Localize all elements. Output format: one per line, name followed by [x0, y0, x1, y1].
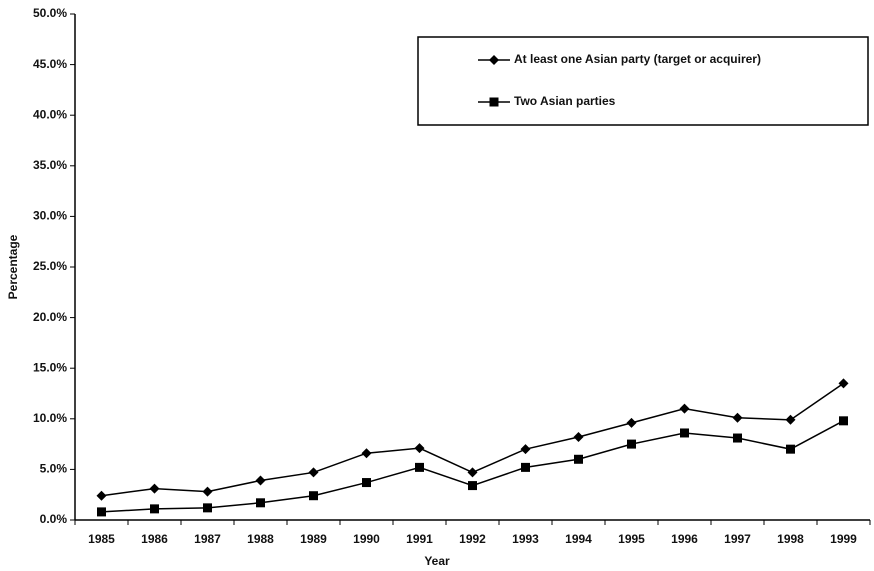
marker-square [97, 507, 106, 517]
y-tick-label: 5.0% [40, 462, 68, 476]
marker-square [521, 462, 530, 472]
marker-square [839, 416, 848, 426]
marker-diamond [838, 378, 849, 389]
marker-square [309, 491, 318, 501]
y-tick-label: 20.0% [33, 310, 67, 324]
y-tick-label: 50.0% [33, 6, 67, 20]
marker-square [574, 454, 583, 464]
marker-diamond [308, 467, 319, 478]
marker-square [415, 462, 424, 472]
marker-square [150, 504, 159, 514]
marker-square [627, 439, 636, 449]
marker-diamond [255, 475, 266, 486]
y-tick-label: 0.0% [40, 512, 68, 526]
marker-diamond [732, 412, 743, 423]
y-tick-label: 40.0% [33, 107, 67, 121]
marker-square [680, 428, 689, 438]
x-tick-label: 1991 [406, 532, 433, 546]
marker-square [489, 97, 499, 107]
marker-square [468, 481, 477, 491]
marker-diamond [414, 443, 425, 454]
marker-square [256, 498, 265, 508]
x-tick-label: 1990 [353, 532, 380, 546]
marker-diamond [520, 444, 531, 455]
y-tick-label: 45.0% [33, 57, 67, 71]
legend-box [417, 36, 869, 126]
x-tick-label: 1994 [565, 532, 592, 546]
x-tick-label: 1985 [88, 532, 115, 546]
marker-square [362, 478, 371, 488]
y-tick-label: 30.0% [33, 209, 67, 223]
y-tick-label: 25.0% [33, 259, 67, 273]
x-tick-label: 1997 [724, 532, 751, 546]
marker-diamond [361, 448, 372, 459]
x-tick-label: 1986 [141, 532, 168, 546]
marker-diamond [202, 486, 213, 497]
marker-diamond [489, 55, 499, 65]
marker-square [733, 433, 742, 443]
legend-label: At least one Asian party (target or acqu… [514, 52, 761, 66]
marker-diamond [467, 467, 478, 478]
legend-label: Two Asian parties [514, 94, 616, 108]
y-tick-label: 15.0% [33, 360, 67, 374]
x-tick-label: 1992 [459, 532, 486, 546]
x-tick-label: 1988 [247, 532, 274, 546]
x-tick-label: 1987 [194, 532, 221, 546]
x-tick-label: 1996 [671, 532, 698, 546]
y-tick-label: 10.0% [33, 411, 67, 425]
marker-diamond [573, 432, 584, 443]
x-tick-label: 1989 [300, 532, 327, 546]
marker-diamond [626, 417, 637, 428]
marker-diamond [149, 483, 160, 494]
marker-square [203, 503, 212, 513]
marker-square [786, 444, 795, 454]
x-axis-title: Year [424, 554, 450, 568]
y-tick-label: 35.0% [33, 158, 67, 172]
x-tick-label: 1993 [512, 532, 539, 546]
x-tick-label: 1999 [830, 532, 857, 546]
marker-diamond [679, 403, 690, 414]
marker-diamond [96, 490, 107, 501]
x-tick-label: 1998 [777, 532, 804, 546]
y-axis-title: Percentage [6, 234, 20, 299]
x-tick-label: 1995 [618, 532, 645, 546]
marker-diamond [785, 414, 796, 425]
